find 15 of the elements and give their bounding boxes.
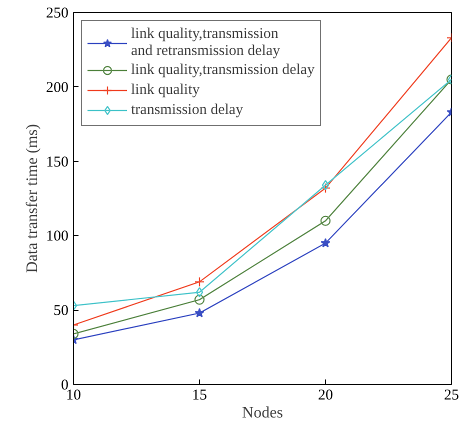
y-tick-label: 250 <box>46 6 68 22</box>
x-tick-label: 25 <box>444 388 459 404</box>
y-axis-title: Data transfer time (ms) <box>24 124 41 273</box>
legend-label: link quality,transmission delay <box>131 62 315 78</box>
x-tick-label: 10 <box>66 388 81 404</box>
x-tick-label: 15 <box>192 388 207 404</box>
legend-label: transmission delay <box>131 102 244 118</box>
x-axis-title: Nodes <box>242 404 283 422</box>
legend-label: link quality <box>131 82 200 98</box>
x-tick-label: 20 <box>318 388 333 404</box>
y-tick-label: 150 <box>46 154 68 170</box>
y-tick-label: 0 <box>61 378 68 394</box>
y-tick-label: 100 <box>46 228 68 245</box>
y-tick-label: 50 <box>54 303 68 320</box>
y-tick-label: 200 <box>46 80 68 96</box>
